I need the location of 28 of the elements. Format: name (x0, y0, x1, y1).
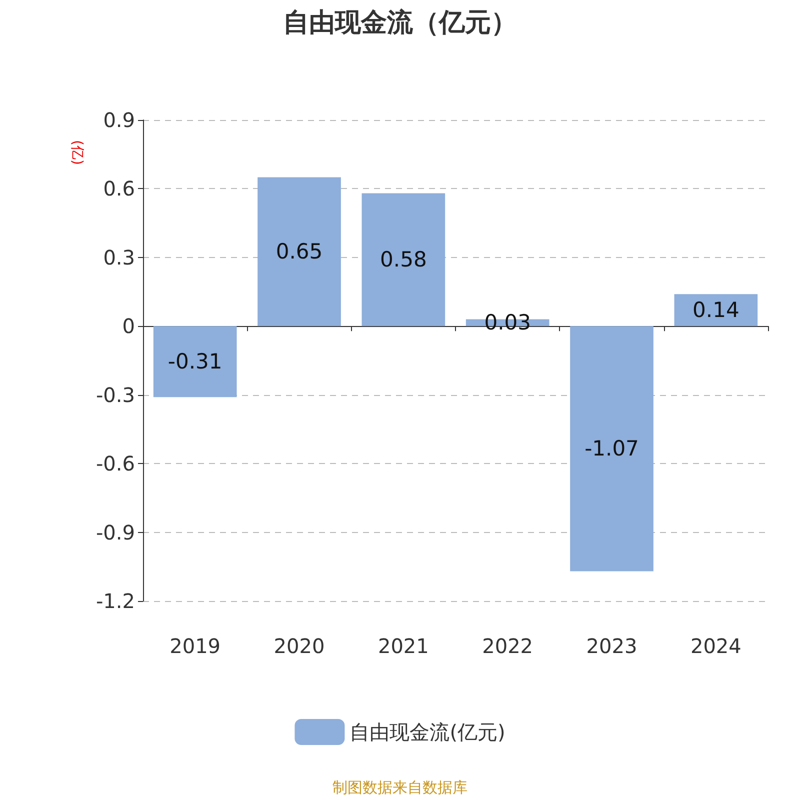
bar (674, 294, 758, 326)
data-label: -0.31 (168, 350, 222, 374)
x-tick-label: 2020 (274, 634, 325, 658)
y-tick-label: -0.6 (96, 452, 135, 476)
bar (258, 177, 341, 326)
x-tick-label: 2024 (690, 634, 742, 658)
data-label: -1.07 (584, 436, 639, 461)
y-tick-label: -0.3 (96, 382, 135, 407)
bar (362, 193, 446, 326)
bar (153, 326, 237, 398)
data-label: 0.14 (692, 298, 740, 322)
data-label: 0.65 (276, 240, 323, 264)
x-tick-label: 2019 (170, 634, 221, 658)
x-tick-label: 2022 (482, 634, 534, 658)
y-tick-label: 0.9 (103, 108, 135, 132)
text: 制图数据来自数据库 (332, 778, 468, 796)
y-tick-label: 0.3 (103, 245, 135, 270)
y-axis-title: (亿) (69, 140, 85, 165)
x-tick-label: 2021 (378, 634, 429, 658)
x-tick-label: 2023 (586, 634, 638, 658)
y-tick-label: 0.6 (103, 176, 135, 201)
y-tick-label: -0.9 (96, 520, 135, 544)
legend-label: 自由现金流(亿元) (350, 720, 506, 744)
y-tick-label: 0 (122, 314, 135, 338)
data-label: 0.58 (380, 248, 427, 272)
chart-title: 自由现金流（亿元） (283, 8, 517, 38)
y-tick-label: -1.2 (96, 589, 135, 613)
bar (570, 326, 654, 572)
